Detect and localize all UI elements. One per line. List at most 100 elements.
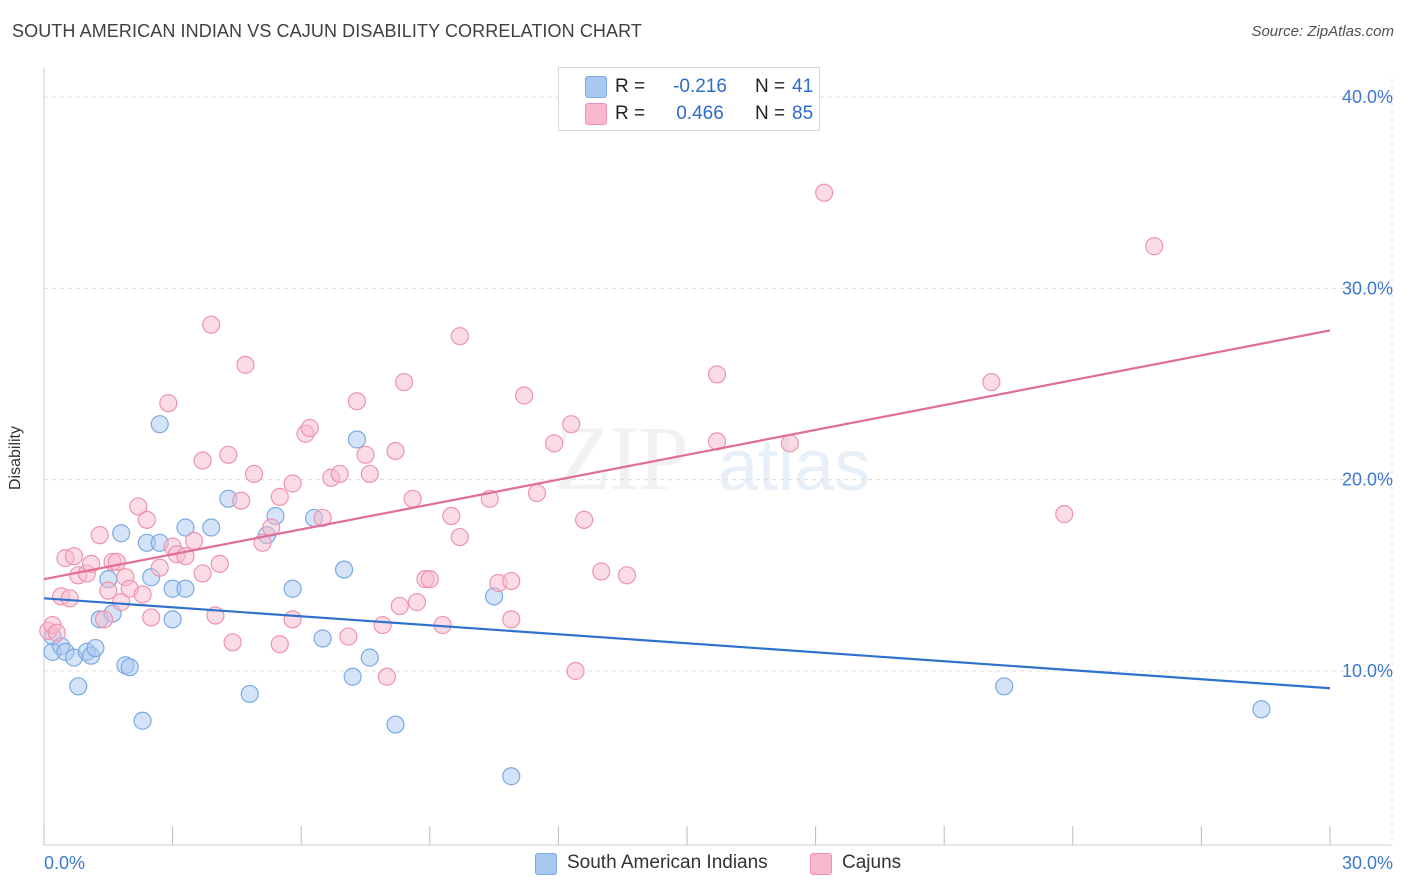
point-cajuns — [159, 394, 178, 413]
trend-line-cajuns — [43, 329, 1331, 581]
point-cajuns — [232, 491, 251, 510]
legend-n-value: 41 — [792, 76, 814, 97]
point-cajuns — [210, 554, 229, 573]
axes — [43, 68, 1392, 846]
point-south-american-indians — [240, 684, 259, 704]
y-tick-label: 20.0% — [1342, 470, 1393, 490]
legend-r-label: R = — [615, 76, 646, 97]
legend-r-label: R = — [615, 103, 646, 124]
point-cajuns — [356, 445, 375, 464]
point-cajuns — [150, 558, 169, 577]
point-cajuns — [60, 589, 79, 608]
point-south-american-indians — [112, 524, 131, 543]
tick-labels: 10.0% 20.0% 30.0% 40.0% 0.0% 30.0% — [44, 87, 1393, 873]
legend-r-value: 0.466 — [676, 103, 724, 124]
point-cajuns — [193, 451, 212, 470]
point-cajuns — [450, 327, 469, 346]
point-cajuns — [219, 445, 238, 464]
point-cajuns — [94, 610, 114, 629]
point-cajuns — [527, 483, 547, 503]
legend-label: Cajuns — [842, 852, 902, 873]
point-south-american-indians — [283, 579, 302, 598]
point-cajuns — [283, 610, 302, 629]
point-south-american-indians — [120, 658, 139, 677]
y-tick-label: 30.0% — [1342, 278, 1393, 298]
point-cajuns — [270, 487, 289, 506]
point-cajuns — [137, 510, 156, 529]
point-south-american-indians — [133, 711, 152, 730]
point-south-american-indians — [386, 715, 405, 734]
point-south-american-indians — [313, 629, 332, 648]
point-south-american-indians — [150, 415, 169, 434]
point-cajuns — [107, 552, 126, 572]
point-south-american-indians — [1252, 700, 1271, 719]
legend-n-label: N = — [755, 103, 786, 124]
chart-title: SOUTH AMERICAN INDIAN VS CAJUN DISABILIT… — [12, 21, 643, 41]
point-south-american-indians — [86, 638, 105, 658]
point-cajuns — [142, 608, 161, 627]
point-cajuns — [373, 615, 392, 635]
legend-n-value: 85 — [792, 103, 814, 124]
source-label: Source: ZipAtlas.com — [1251, 23, 1394, 40]
point-cajuns — [515, 386, 534, 405]
point-cajuns — [360, 464, 379, 484]
point-cajuns — [562, 415, 581, 434]
point-cajuns — [330, 464, 349, 484]
point-cajuns — [193, 564, 212, 583]
point-cajuns — [133, 585, 152, 604]
y-tick-label: 40.0% — [1342, 87, 1393, 107]
point-cajuns — [283, 474, 302, 493]
point-cajuns — [566, 661, 585, 681]
x-tick-label: 30.0% — [1342, 853, 1393, 873]
legend-swatch-south-american-indians — [585, 76, 607, 98]
point-cajuns — [386, 441, 405, 461]
point-cajuns — [1055, 505, 1074, 524]
point-cajuns — [707, 365, 727, 384]
point-south-american-indians — [69, 677, 88, 696]
legend-r-value: -0.216 — [673, 76, 727, 97]
x-tick-label: 0.0% — [44, 853, 85, 873]
legend-swatch-cajuns — [585, 103, 607, 125]
point-cajuns — [390, 596, 409, 616]
point-cajuns — [347, 392, 367, 411]
point-south-american-indians — [995, 677, 1014, 696]
legend-swatch — [535, 853, 557, 875]
point-cajuns — [403, 489, 422, 508]
point-cajuns — [815, 183, 834, 202]
point-cajuns — [236, 355, 255, 374]
legend-label: South American Indians — [567, 852, 768, 873]
legend-n-label: N = — [755, 76, 786, 97]
point-south-american-indians — [334, 560, 354, 579]
point-cajuns — [377, 667, 397, 686]
point-cajuns — [545, 434, 564, 453]
trend-line-south-american-indians — [43, 597, 1331, 690]
point-cajuns — [407, 593, 427, 612]
point-cajuns — [223, 633, 242, 652]
legend-swatch — [810, 853, 832, 875]
point-cajuns — [982, 372, 1001, 392]
point-cajuns — [1145, 237, 1164, 256]
point-south-american-indians — [202, 518, 221, 537]
point-cajuns — [64, 547, 84, 566]
point-cajuns — [502, 610, 521, 629]
point-cajuns — [202, 315, 221, 334]
series-south-american-indians — [43, 415, 1271, 786]
series-cajuns — [39, 183, 1164, 686]
point-cajuns — [394, 372, 414, 392]
stats-legend: R = -0.216 N = 41 R = 0.466 N = 85 — [558, 67, 820, 131]
y-tick-label: 10.0% — [1342, 661, 1393, 681]
point-cajuns — [129, 497, 148, 516]
point-south-american-indians — [163, 610, 182, 629]
point-cajuns — [99, 581, 118, 600]
point-cajuns — [420, 570, 439, 589]
point-cajuns — [184, 531, 204, 550]
point-cajuns — [300, 418, 319, 438]
point-south-american-indians — [502, 767, 521, 786]
point-cajuns — [270, 635, 289, 654]
point-cajuns — [575, 510, 594, 529]
point-cajuns — [244, 464, 264, 484]
point-cajuns — [339, 627, 358, 646]
point-cajuns — [90, 526, 109, 545]
point-south-american-indians — [343, 667, 362, 686]
